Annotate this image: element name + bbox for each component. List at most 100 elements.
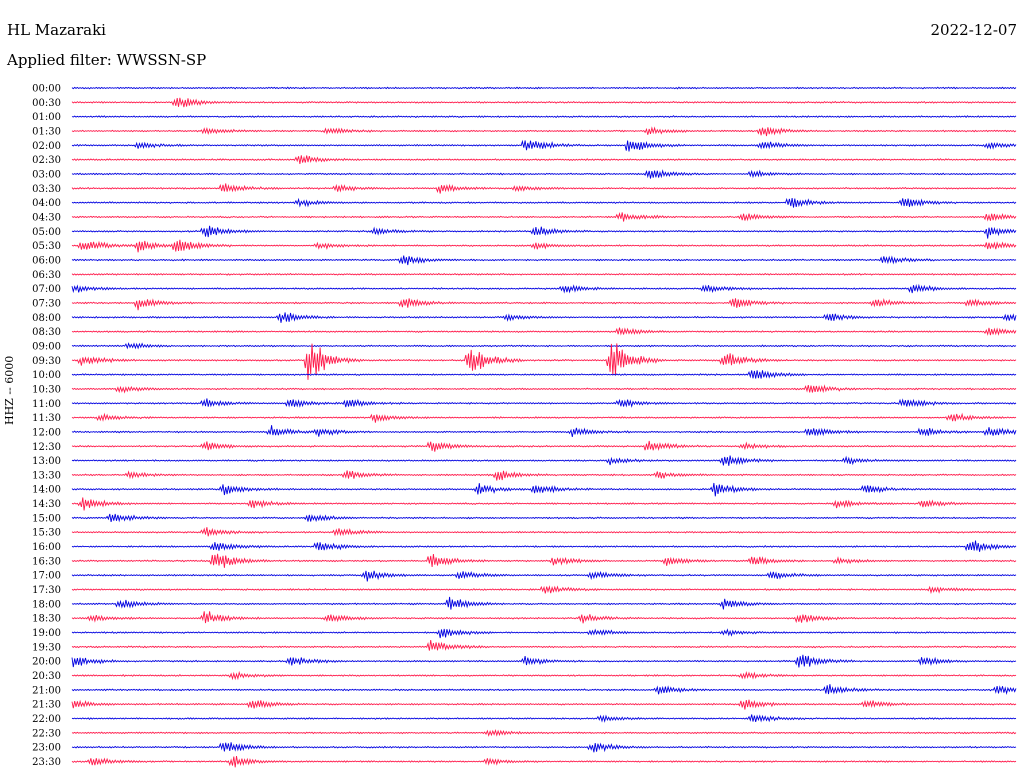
row-time-label: 15:00 (32, 513, 61, 524)
seismic-trace-0130 (71, 126, 1017, 137)
row-time-label: 23:00 (32, 743, 61, 754)
row-time-label: 17:30 (32, 585, 61, 596)
seismic-trace-1600 (71, 540, 1017, 552)
row-time-label: 04:30 (32, 212, 61, 223)
seismic-trace-0800 (71, 312, 1017, 323)
seismic-trace-1230 (71, 440, 1017, 452)
seismic-trace-1430 (71, 497, 1017, 511)
seismic-trace-0600 (71, 255, 1017, 266)
row-time-label: 22:30 (32, 728, 61, 739)
row-time-label: 01:30 (32, 126, 61, 137)
row-time-label: 09:30 (32, 356, 61, 367)
seismic-trace-1800 (71, 596, 1017, 610)
seismic-trace-0000 (71, 86, 1017, 90)
row-time-label: 03:00 (32, 169, 61, 180)
row-time-label: 20:00 (32, 657, 61, 668)
row-time-label: 04:00 (32, 198, 61, 209)
seismic-trace-0100 (71, 115, 1017, 119)
applied-filter-label: Applied filter: WWSSN-SP (7, 51, 207, 69)
row-time-label: 08:30 (32, 327, 61, 338)
row-time-label: 07:00 (32, 284, 61, 295)
seismic-trace-0530 (71, 239, 1017, 253)
seismic-trace-1330 (71, 470, 1017, 481)
seismic-trace-2300 (71, 742, 1017, 753)
row-time-label: 13:30 (32, 470, 61, 481)
seismic-trace-1530 (71, 527, 1017, 537)
row-time-label: 08:00 (32, 313, 61, 324)
seismic-trace-1830 (71, 611, 1017, 624)
row-time-label: 07:30 (32, 298, 61, 309)
row-time-label: 20:30 (32, 671, 61, 682)
seismic-trace-0830 (71, 327, 1017, 336)
seismic-trace-1000 (71, 370, 1017, 379)
row-time-label: 23:30 (32, 757, 61, 768)
row-time-label: 06:00 (32, 255, 61, 266)
seismic-trace-2100 (71, 684, 1017, 695)
row-time-label: 22:00 (32, 714, 61, 725)
row-time-label: 21:30 (32, 700, 61, 711)
row-time-label: 19:30 (32, 642, 61, 653)
row-time-label: 00:00 (32, 84, 61, 95)
row-time-label: 00:30 (32, 98, 61, 109)
row-time-label: 05:00 (32, 227, 61, 238)
row-time-label: 14:00 (32, 485, 61, 496)
seismic-trace-1030 (71, 384, 1017, 394)
row-time-label: 16:30 (32, 556, 61, 567)
seismic-trace-2030 (71, 670, 1017, 681)
row-time-label: 12:30 (32, 442, 61, 453)
seismic-trace-2330 (71, 756, 1017, 768)
seismic-trace-1200 (71, 425, 1017, 437)
row-time-label: 15:30 (32, 528, 61, 539)
row-time-label: 11:30 (32, 413, 61, 424)
row-time-label: 01:00 (32, 112, 61, 123)
seismic-trace-0900 (71, 342, 1017, 350)
row-time-label: 03:30 (32, 184, 61, 195)
seismic-trace-1930 (71, 640, 1017, 651)
row-time-label: 12:00 (32, 427, 61, 438)
row-time-label: 10:00 (32, 370, 61, 381)
seismic-trace-0430 (71, 212, 1017, 222)
seismic-trace-1300 (71, 455, 1017, 466)
seismic-trace-2200 (71, 714, 1017, 723)
seismic-trace-2130 (71, 699, 1017, 710)
seismic-trace-0030 (71, 97, 1017, 108)
row-time-label: 06:30 (32, 270, 61, 281)
seismic-trace-0400 (71, 197, 1017, 208)
seismic-trace-1900 (71, 628, 1017, 639)
row-time-label: 14:30 (32, 499, 61, 510)
seismic-trace-1100 (71, 398, 1017, 408)
row-time-label: 17:00 (32, 571, 61, 582)
seismic-trace-0700 (71, 283, 1017, 294)
row-time-label: 13:00 (32, 456, 61, 467)
seismic-trace-0730 (71, 297, 1017, 311)
seismic-trace-0500 (71, 225, 1017, 239)
seismic-trace-2230 (71, 729, 1017, 737)
seismic-trace-1700 (71, 570, 1017, 582)
row-time-label: 02:00 (32, 141, 61, 152)
station-name: HL Mazaraki (7, 21, 106, 39)
seismic-trace-0300 (71, 169, 1017, 179)
seismic-trace-1730 (71, 585, 1017, 595)
row-time-label: 16:00 (32, 542, 61, 553)
seismic-trace-1400 (71, 482, 1017, 497)
seismic-trace-0930 (71, 343, 1017, 380)
row-time-label: 02:30 (32, 155, 61, 166)
row-time-label: 10:30 (32, 384, 61, 395)
row-time-label: 18:00 (32, 599, 61, 610)
seismic-trace-0230 (71, 155, 1017, 164)
seismic-trace-1500 (71, 513, 1017, 523)
row-time-label: 18:30 (32, 614, 61, 625)
row-time-label: 21:00 (32, 685, 61, 696)
seismic-trace-1630 (71, 553, 1017, 568)
seismic-trace-0200 (71, 139, 1017, 152)
row-time-label: 05:30 (32, 241, 61, 252)
seismic-trace-0630 (71, 272, 1017, 276)
seismic-trace-2000 (71, 654, 1017, 668)
row-time-label: 09:00 (32, 341, 61, 352)
row-time-label: 19:00 (32, 628, 61, 639)
row-time-label: 11:00 (32, 399, 61, 410)
plot-date: 2022-12-07 (930, 21, 1017, 39)
seismic-trace-1130 (71, 412, 1017, 423)
seismic-trace-0330 (71, 183, 1017, 194)
